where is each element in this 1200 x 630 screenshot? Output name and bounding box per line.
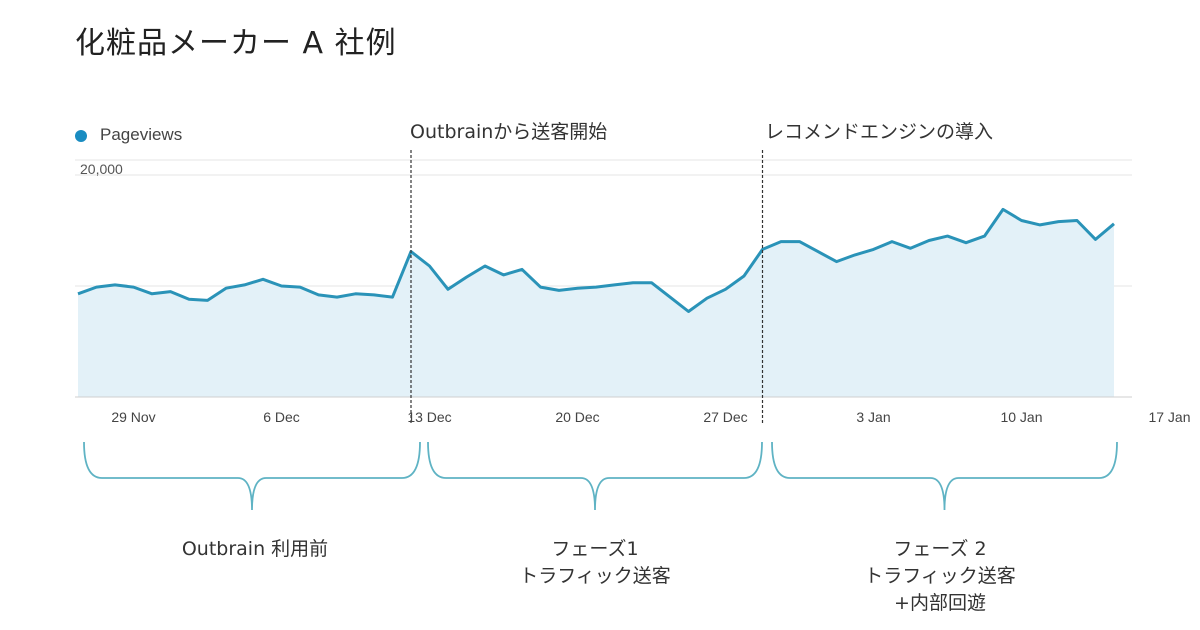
phase2-line-3: +内部回遊 bbox=[894, 592, 986, 614]
phase-bracket-3 bbox=[771, 441, 1118, 511]
x-tick-label-5: 3 Jan bbox=[856, 409, 890, 425]
phase-label-before: Outbrain 利用前 bbox=[155, 536, 355, 563]
phase-label-phase1: フェーズ1 トラフィック送客 bbox=[495, 536, 695, 590]
series-area-pageviews bbox=[78, 209, 1114, 397]
x-tick-label-2: 13 Dec bbox=[407, 409, 451, 425]
x-tick-label-1: 6 Dec bbox=[263, 409, 300, 425]
x-tick-label-3: 20 Dec bbox=[555, 409, 599, 425]
phase-before-line-1: Outbrain 利用前 bbox=[181, 538, 329, 560]
phase1-line-2: トラフィック送客 bbox=[519, 565, 671, 587]
x-tick-label-7: 17 Jan bbox=[1148, 409, 1190, 425]
phase1-line-1: フェーズ1 bbox=[551, 538, 639, 560]
y-tick-label-20000: 20,000 bbox=[80, 161, 123, 177]
chart-title: 化粧品メーカー A 社例 bbox=[75, 26, 397, 61]
phase-bracket-2 bbox=[427, 441, 763, 511]
legend-dot-pageviews bbox=[75, 130, 87, 142]
phase2-line-1: フェーズ 2 bbox=[893, 538, 987, 560]
x-tick-label-4: 27 Dec bbox=[703, 409, 747, 425]
annotation-outbrain-start: Outbrainから送客開始 bbox=[410, 121, 608, 143]
annotation-recommend-engine: レコメンドエンジンの導入 bbox=[765, 121, 994, 143]
phase-label-phase2: フェーズ 2 トラフィック送客 +内部回遊 bbox=[840, 536, 1040, 617]
phase2-line-2: トラフィック送客 bbox=[864, 565, 1016, 587]
legend-label-pageviews: Pageviews bbox=[100, 125, 183, 144]
phase-bracket-1 bbox=[83, 441, 421, 511]
x-tick-label-6: 10 Jan bbox=[1000, 409, 1042, 425]
series-line-pageviews bbox=[77, 207, 1115, 313]
x-tick-label-0: 29 Nov bbox=[111, 409, 155, 425]
